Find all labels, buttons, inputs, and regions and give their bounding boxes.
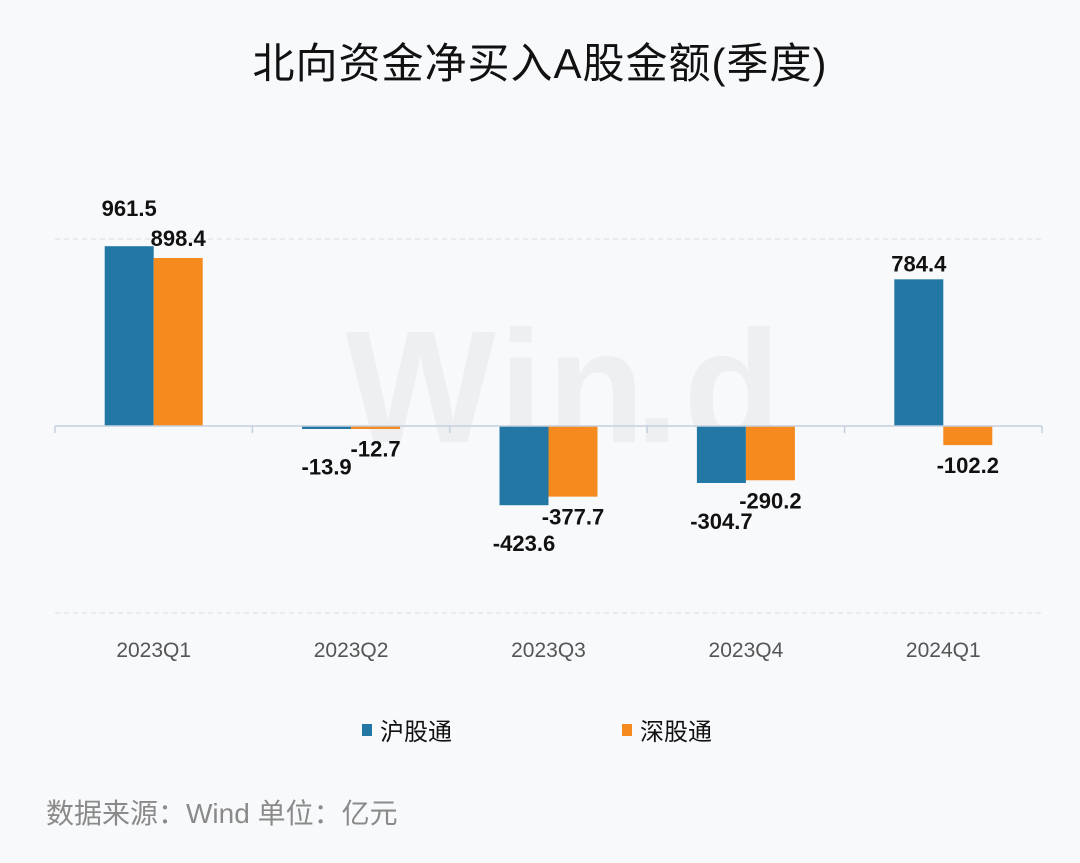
bar-sgt-2024Q1	[943, 426, 993, 446]
x-tick-label: 2023Q4	[709, 639, 784, 662]
bar-sgt-2023Q2	[351, 426, 401, 429]
bar-sgt-2023Q3	[548, 426, 598, 497]
legend-swatch	[362, 723, 372, 736]
bar-hgt-2023Q3	[499, 426, 549, 506]
data-label: -12.7	[351, 436, 401, 461]
legend: 沪股通 深股通	[0, 712, 1080, 746]
data-label: -423.6	[493, 531, 555, 556]
chart-title: 北向资金净买入A股金额(季度)	[252, 40, 828, 87]
bar-hgt-2023Q2	[302, 426, 352, 429]
source-note: 数据来源：Wind 单位：亿元	[46, 798, 398, 829]
legend-label: 沪股通	[380, 719, 452, 746]
x-tick-label: 2024Q1	[906, 639, 981, 662]
bar-hgt-2024Q1	[894, 279, 944, 426]
bar-sgt-2023Q1	[153, 257, 203, 426]
legend-swatch	[622, 723, 632, 736]
legend-label: 深股通	[640, 719, 712, 746]
legend-item-hgt: 沪股通	[362, 712, 452, 747]
data-label: -290.2	[739, 488, 801, 513]
data-label: 784.4	[891, 251, 947, 276]
legend-item-sgt: 深股通	[622, 712, 712, 747]
bar-hgt-2023Q4	[696, 426, 746, 483]
data-label: -102.2	[937, 453, 999, 478]
bar-hgt-2023Q1	[104, 246, 154, 426]
x-tick-label: 2023Q2	[314, 639, 389, 662]
data-label: 961.5	[102, 196, 157, 221]
data-label: -304.7	[690, 509, 752, 534]
bar-sgt-2023Q4	[745, 426, 795, 481]
x-tick-label: 2023Q3	[511, 639, 586, 662]
data-label: -13.9	[302, 455, 352, 480]
x-tick-label: 2023Q1	[116, 639, 191, 662]
data-label: -377.7	[542, 505, 604, 530]
data-label: 898.4	[151, 226, 207, 251]
